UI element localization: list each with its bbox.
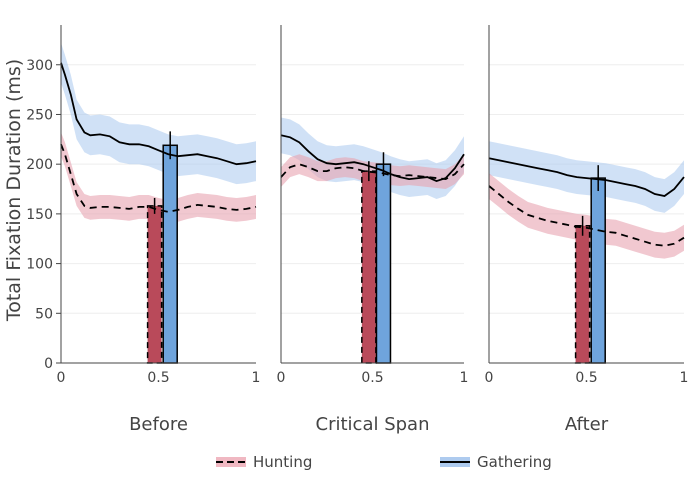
- y-tick-label: 0: [44, 356, 53, 372]
- y-axis-label: Total Fixation Duration (ms): [3, 59, 25, 322]
- y-tick-label: 300: [26, 58, 53, 74]
- x-tick-label: 0.5: [147, 370, 169, 386]
- gathering-line: [60, 62, 257, 166]
- x-tick-label: 0: [277, 370, 286, 386]
- x-tick-label: 1: [460, 370, 469, 386]
- gathering-bar: [375, 163, 392, 364]
- hunting-bar: [146, 205, 163, 364]
- hunting-line: [60, 143, 257, 213]
- panel-title: Before: [129, 414, 188, 435]
- y-tick-label: 150: [26, 207, 53, 223]
- y-tick-label: 100: [26, 257, 53, 273]
- panel-title: Critical Span: [316, 414, 430, 435]
- gathering-bar: [162, 144, 178, 364]
- legend-item-hunting: Hunting: [216, 453, 312, 471]
- panel-title: After: [565, 414, 609, 435]
- hunting-ci-band: [61, 132, 256, 224]
- x-tick-label: 0.5: [361, 370, 383, 386]
- panel-2: 0 0.5 1 Critical Span: [277, 25, 469, 435]
- legend: Hunting Gathering: [216, 453, 552, 471]
- x-tick-label: 0: [57, 370, 66, 386]
- x-tick-label: 0.5: [575, 370, 597, 386]
- gathering-ci-band: [61, 42, 256, 185]
- x-tick-label: 1: [252, 370, 261, 386]
- x-tick-label: 0: [485, 370, 494, 386]
- hunting-line: [280, 163, 465, 181]
- legend-item-gathering: Gathering: [440, 453, 552, 471]
- panel-3: 0 0.5 1 After: [485, 25, 688, 435]
- gathering-line: [280, 134, 465, 183]
- gathering-ci-band: [489, 141, 684, 213]
- hunting-ci-band: [489, 173, 684, 259]
- legend-label: Hunting: [253, 453, 312, 471]
- hunting-bar: [361, 170, 377, 364]
- gathering-bar: [590, 177, 606, 364]
- y-tick-label: 250: [26, 107, 53, 123]
- x-tick-label: 1: [680, 370, 688, 386]
- panel-1: 0 50 100 150 200 250 300 0 0.5 1 Before: [26, 25, 260, 435]
- hunting-bar: [574, 225, 591, 364]
- y-tick-label: 200: [26, 157, 53, 173]
- gathering-line: [488, 157, 685, 197]
- legend-label: Gathering: [477, 453, 552, 471]
- y-tick-label: 50: [35, 306, 53, 322]
- hunting-line: [488, 185, 685, 247]
